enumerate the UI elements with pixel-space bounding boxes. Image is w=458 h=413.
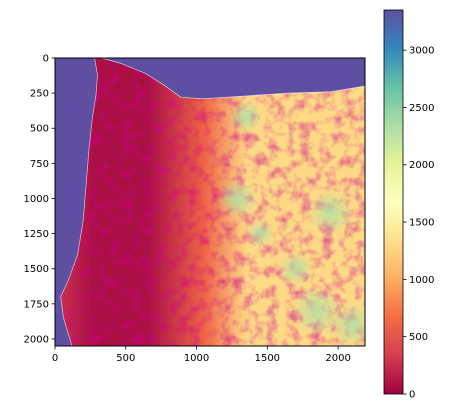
y-tick-label: 500	[30, 124, 49, 135]
colorbar-tick-label: 0	[409, 390, 415, 401]
peak-area	[308, 189, 354, 236]
y-tick-label: 250	[30, 89, 49, 100]
colorbar-tick-label: 1500	[409, 218, 434, 229]
colorbar-tick-label: 3000	[409, 46, 434, 57]
x-tick-label: 500	[116, 353, 135, 364]
y-tick-label: 0	[43, 54, 49, 65]
x-axis: 0 500 1000 1500 2000	[52, 346, 351, 364]
x-tick-label: 2000	[325, 353, 350, 364]
peak-area	[291, 285, 343, 337]
x-tick-label: 1500	[255, 353, 280, 364]
colorbar-tick-label: 2000	[409, 160, 434, 171]
peak-area	[229, 100, 264, 134]
colorbar-tick-label: 1000	[409, 275, 434, 286]
colorbar-tick-label: 2500	[409, 103, 434, 114]
colorbar-tick-label: 500	[409, 332, 428, 343]
y-tick-label: 1500	[24, 264, 49, 275]
x-tick-label: 0	[52, 353, 58, 364]
y-tick-label: 2000	[24, 334, 49, 345]
peak-area	[278, 251, 313, 286]
peak-area	[329, 302, 365, 346]
colorbar: 0 500 1000 1500 2000 2500 3000	[383, 9, 434, 401]
peak-area	[246, 219, 275, 248]
x-tick-label: 1000	[184, 353, 209, 364]
elevation-heatmap	[54, 57, 366, 347]
y-tick-label: 750	[30, 159, 49, 170]
land-region	[60, 58, 365, 346]
peak-area	[217, 178, 258, 219]
colorbar-gradient	[383, 9, 404, 395]
y-axis: 0 250 500 750 1000 1250 1500 1750 2000	[24, 54, 55, 345]
y-tick-label: 1000	[24, 194, 49, 205]
y-tick-label: 1250	[24, 229, 49, 240]
y-tick-label: 1750	[24, 299, 49, 310]
